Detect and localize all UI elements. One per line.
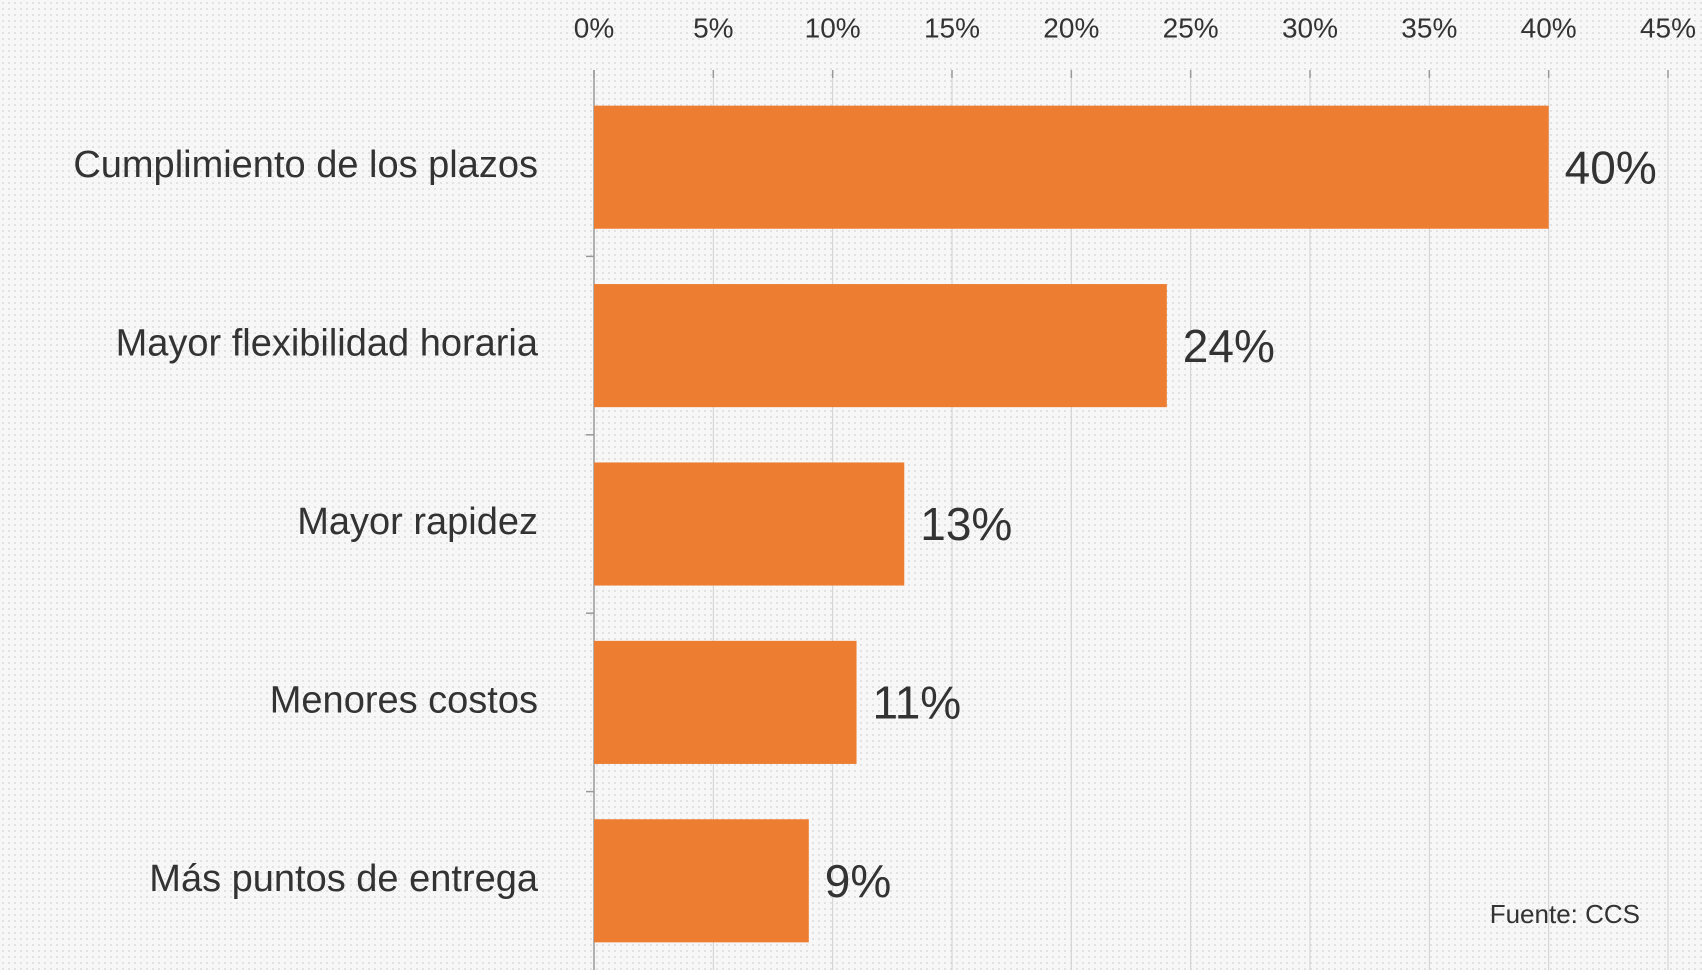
category-label: Cumplimiento de los plazos <box>73 144 538 186</box>
bar <box>594 640 857 764</box>
x-tick-label: 35% <box>1401 12 1457 43</box>
category-label: Más puntos de entrega <box>149 858 539 900</box>
x-tick-label: 10% <box>805 12 861 43</box>
x-tick-label: 40% <box>1521 12 1577 43</box>
bar <box>594 105 1549 229</box>
x-tick-label: 15% <box>924 12 980 43</box>
value-label: 24% <box>1183 320 1275 372</box>
bar <box>594 462 905 586</box>
x-tick-label: 30% <box>1282 12 1338 43</box>
value-label: 40% <box>1565 141 1657 193</box>
value-label: 11% <box>873 677 962 729</box>
category-label: Mayor flexibilidad horaria <box>116 323 539 365</box>
x-tick-label: 20% <box>1043 12 1099 43</box>
x-tick-label: 5% <box>693 12 733 43</box>
x-tick-label: 25% <box>1163 12 1219 43</box>
source-note: Fuente: CCS <box>1490 899 1640 929</box>
bar <box>594 284 1167 408</box>
bar <box>594 819 809 943</box>
category-label: Mayor rapidez <box>297 501 538 543</box>
value-label: 9% <box>825 855 891 907</box>
category-label: Menores costos <box>270 679 538 721</box>
x-tick-label: 0% <box>574 12 614 43</box>
value-label: 13% <box>920 498 1012 550</box>
x-tick-label: 45% <box>1640 12 1696 43</box>
